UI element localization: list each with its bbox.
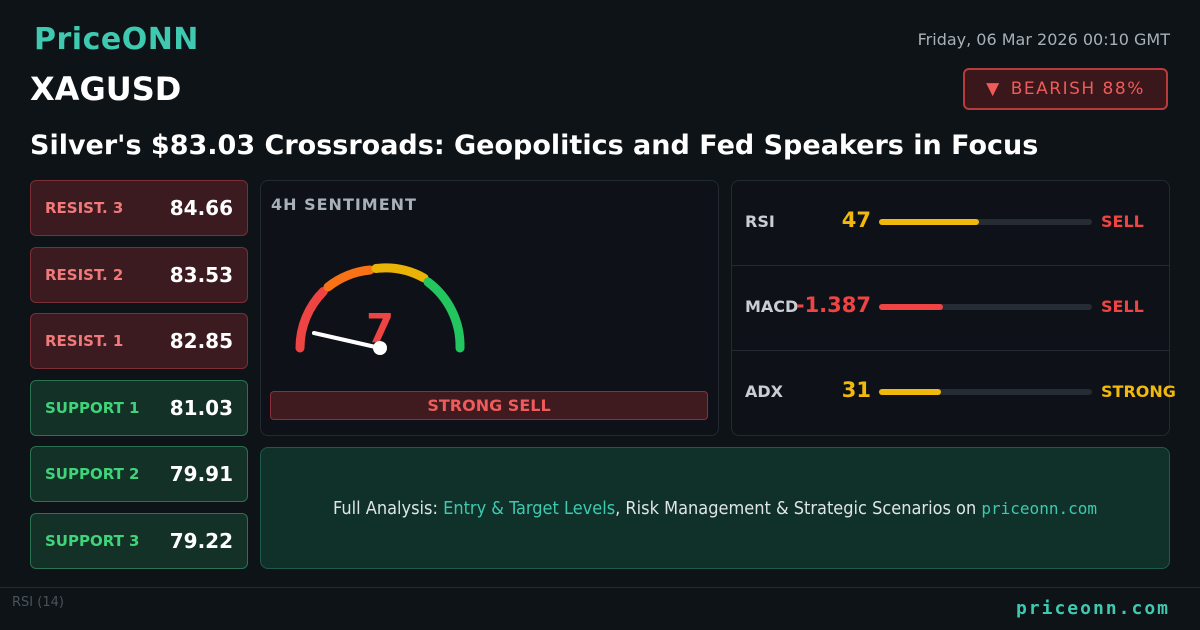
level-box: SUPPORT 2 79.91 (30, 446, 248, 503)
level-box: RESIST. 1 82.85 (30, 313, 248, 370)
level-label: RESIST. 3 (45, 199, 124, 217)
level-box: RESIST. 2 83.53 (30, 246, 248, 303)
divider (731, 350, 1170, 351)
cta: Full Analysis: Entry & Target Levels, Ri… (260, 447, 1170, 569)
level-value: 81.03 (169, 395, 233, 420)
symbol: XAGUSD (30, 70, 182, 108)
level-box: SUPPORT 3 79.22 (30, 513, 248, 569)
level-label: RESIST. 1 (45, 332, 124, 351)
badge-text: BEARISH 88% (1010, 79, 1145, 99)
divider (731, 265, 1170, 266)
indicator-value: -1.387 (795, 293, 871, 317)
level-value: 84.66 (169, 196, 233, 220)
needle (312, 331, 382, 350)
indicator-signal: SELL (1101, 212, 1144, 231)
footer-site: priceonn.com (1015, 598, 1170, 619)
indicator-row: MACD -1.387 SELL (731, 265, 1170, 350)
cta-site: priceonn.com (981, 498, 1097, 518)
indicator-fill (879, 389, 941, 395)
indicator-row: ADX 31 STRONG (731, 350, 1176, 435)
level-label: SUPPORT 1 (45, 398, 140, 417)
chart-label: RSI (14) (12, 595, 64, 610)
indicator-value: 31 (841, 378, 871, 402)
indicator-track (879, 304, 1092, 310)
level-value: 79.22 (169, 529, 233, 553)
badge: ▼ BEARISH 88% (963, 68, 1168, 110)
level-label: SUPPORT 2 (45, 465, 140, 484)
indicator-fill (879, 304, 943, 310)
cta-middle: , Risk Management & Strategic Scenarios … (615, 497, 977, 519)
indicator-row: RSI 47 SELL (731, 180, 1170, 265)
needle-hub (373, 341, 387, 355)
gauge-yellow (371, 263, 429, 283)
indicator-fill (879, 219, 980, 225)
indicator-name: ADX (745, 382, 783, 401)
level-label: SUPPORT 3 (45, 532, 140, 550)
gauge-red (295, 286, 328, 353)
indicator-signal: STRONG (1101, 382, 1176, 401)
level-value: 83.53 (169, 262, 233, 287)
indicator-value: 47 (841, 208, 871, 232)
level-box: RESIST. 3 84.66 (30, 180, 248, 236)
level-value: 82.85 (169, 329, 233, 354)
level-value: 79.91 (169, 462, 233, 487)
indicator-track (879, 389, 1092, 395)
gauge: 7 (295, 263, 465, 355)
down-icon: ▼ (986, 79, 1001, 99)
level-box: SUPPORT 1 81.03 (30, 379, 248, 436)
indicator-track (879, 219, 1092, 225)
verdict: STRONG SELL (270, 391, 708, 420)
headline: Silver's $83.03 Crossroads: Geopolitics … (30, 130, 1039, 161)
indicator-name: RSI (745, 212, 775, 231)
indicator-name: MACD (745, 297, 799, 316)
footer-line (0, 587, 1200, 588)
sentiment-title: 4H SENTIMENT (271, 195, 417, 214)
brand: PriceONN (34, 22, 199, 57)
cta-prefix: Full Analysis: (333, 497, 438, 519)
gauge-orange (323, 265, 375, 292)
level-label: RESIST. 2 (45, 265, 124, 284)
cta-highlight: Entry & Target Levels (443, 497, 616, 519)
gauge-green (423, 277, 465, 353)
date: Friday, 06 Mar 2026 00:10 GMT (917, 30, 1170, 49)
indicator-signal: SELL (1101, 297, 1144, 316)
